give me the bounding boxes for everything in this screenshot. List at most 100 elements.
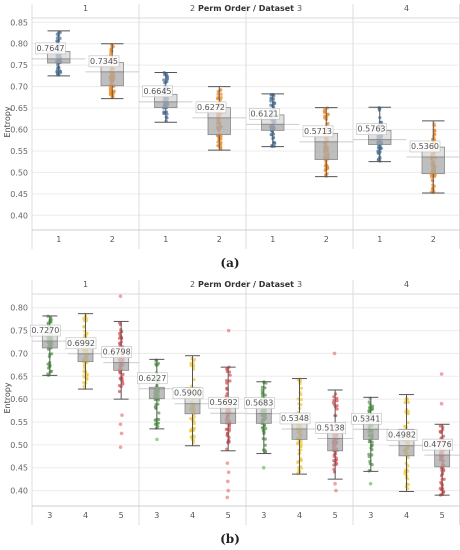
data-point xyxy=(368,462,372,466)
data-point xyxy=(192,435,196,439)
x-tick-label: 2 xyxy=(431,235,436,244)
median-label-bg xyxy=(172,387,204,400)
x-tick-label: 1 xyxy=(163,235,168,244)
data-point xyxy=(299,448,303,452)
data-point xyxy=(227,427,232,431)
data-point xyxy=(331,401,336,405)
outlier-point xyxy=(118,445,123,449)
data-point xyxy=(117,389,122,394)
data-point xyxy=(219,140,223,145)
data-point xyxy=(264,426,268,431)
median-label-bg xyxy=(137,372,168,385)
outlier-point xyxy=(368,481,373,486)
median-label-bg xyxy=(142,85,173,98)
y-tick-label: 0.40 xyxy=(10,211,28,220)
chart-panel-b: Perm Order / Dataset0.400.450.500.550.60… xyxy=(3,280,460,525)
data-point xyxy=(157,417,161,422)
box-1-5: 0.6798 5 xyxy=(101,294,139,520)
x-tick-label: 4 xyxy=(404,511,409,520)
box-lower-half xyxy=(291,428,308,440)
median-label-bg xyxy=(279,412,311,425)
data-point xyxy=(82,325,86,329)
data-point xyxy=(406,456,410,460)
outlier-point xyxy=(439,372,444,376)
y-tick-label: 0.45 xyxy=(10,464,28,473)
box-lower-half xyxy=(77,353,94,363)
data-point xyxy=(120,375,124,379)
box-4-3: 0.5341 3 xyxy=(351,396,389,520)
median-value-label: 0.6121 xyxy=(251,109,279,118)
data-point xyxy=(227,370,232,374)
data-point xyxy=(192,420,196,424)
median-value-label: 0.6798 xyxy=(103,348,131,357)
outlier-point xyxy=(226,328,231,333)
box-lower-half xyxy=(113,362,130,371)
box-lower-half xyxy=(148,388,165,400)
y-tick-label: 0.65 xyxy=(10,104,28,113)
box-lower-half xyxy=(434,454,451,468)
group-header-label: 2 xyxy=(190,280,195,289)
data-point xyxy=(296,397,300,401)
box-3-4: 0.5348 4 xyxy=(279,377,318,520)
box-lower-half xyxy=(398,445,415,457)
median-value-label: 0.5683 xyxy=(245,399,273,408)
data-point xyxy=(335,399,339,403)
group-header-label: 1 xyxy=(83,4,88,13)
median-value-label: 0.7270 xyxy=(31,326,59,335)
data-point xyxy=(406,482,411,487)
data-point xyxy=(263,443,267,447)
data-point xyxy=(367,400,371,404)
median-value-label: 0.5360 xyxy=(411,142,439,151)
y-tick-label: 0.60 xyxy=(10,395,28,404)
median-label-bg xyxy=(409,140,441,153)
outlier-point xyxy=(120,413,124,417)
data-point xyxy=(156,421,160,425)
x-tick-label: 5 xyxy=(119,511,124,520)
y-axis-label: Entropy xyxy=(3,382,12,413)
box-4-2: 0.5360 2 xyxy=(406,120,460,244)
y-tick-label: 0.60 xyxy=(10,126,28,135)
data-point xyxy=(215,96,220,101)
y-tick-label: 0.80 xyxy=(10,304,28,313)
data-point xyxy=(121,372,125,376)
data-point xyxy=(263,393,267,397)
data-point xyxy=(326,112,330,116)
outlier-point xyxy=(226,488,231,493)
data-point xyxy=(260,385,264,389)
chart-panel-a: Perm Order / Dataset0.400.450.500.550.60… xyxy=(3,4,460,249)
box-1-3: 0.7270 3 xyxy=(30,314,68,520)
data-point xyxy=(296,442,300,446)
box-lower-half xyxy=(314,141,338,160)
median-value-label: 0.5692 xyxy=(210,398,238,407)
data-point xyxy=(432,134,436,138)
x-tick-label: 1 xyxy=(56,235,61,244)
median-value-label: 0.7345 xyxy=(90,57,118,66)
y-tick-label: 0.70 xyxy=(10,349,28,358)
outlier-point xyxy=(333,481,337,486)
data-point xyxy=(323,111,327,115)
box-4-4: 0.4982 4 xyxy=(386,394,425,520)
box-3-3: 0.5683 3 xyxy=(244,380,282,520)
data-point xyxy=(225,381,229,385)
median-value-label: 0.5341 xyxy=(352,414,380,423)
outlier-point xyxy=(439,401,444,406)
data-point xyxy=(272,101,276,106)
box-lower-half xyxy=(220,412,237,424)
box-lower-half xyxy=(255,413,272,424)
data-point xyxy=(55,36,59,40)
data-point xyxy=(367,409,371,413)
outlier-point xyxy=(225,461,230,465)
data-point xyxy=(224,379,229,383)
median-value-label: 0.4776 xyxy=(424,440,452,449)
data-point xyxy=(224,427,228,431)
data-point xyxy=(367,455,371,459)
data-point xyxy=(269,133,273,137)
y-axis-label: Entropy xyxy=(3,106,12,137)
x-tick-label: 5 xyxy=(226,511,231,520)
data-point xyxy=(429,175,434,179)
outlier-point xyxy=(118,294,123,299)
median-label-bg xyxy=(244,397,275,409)
median-label-bg xyxy=(88,55,120,68)
data-point xyxy=(299,445,303,449)
median-value-label: 0.5348 xyxy=(281,414,309,423)
